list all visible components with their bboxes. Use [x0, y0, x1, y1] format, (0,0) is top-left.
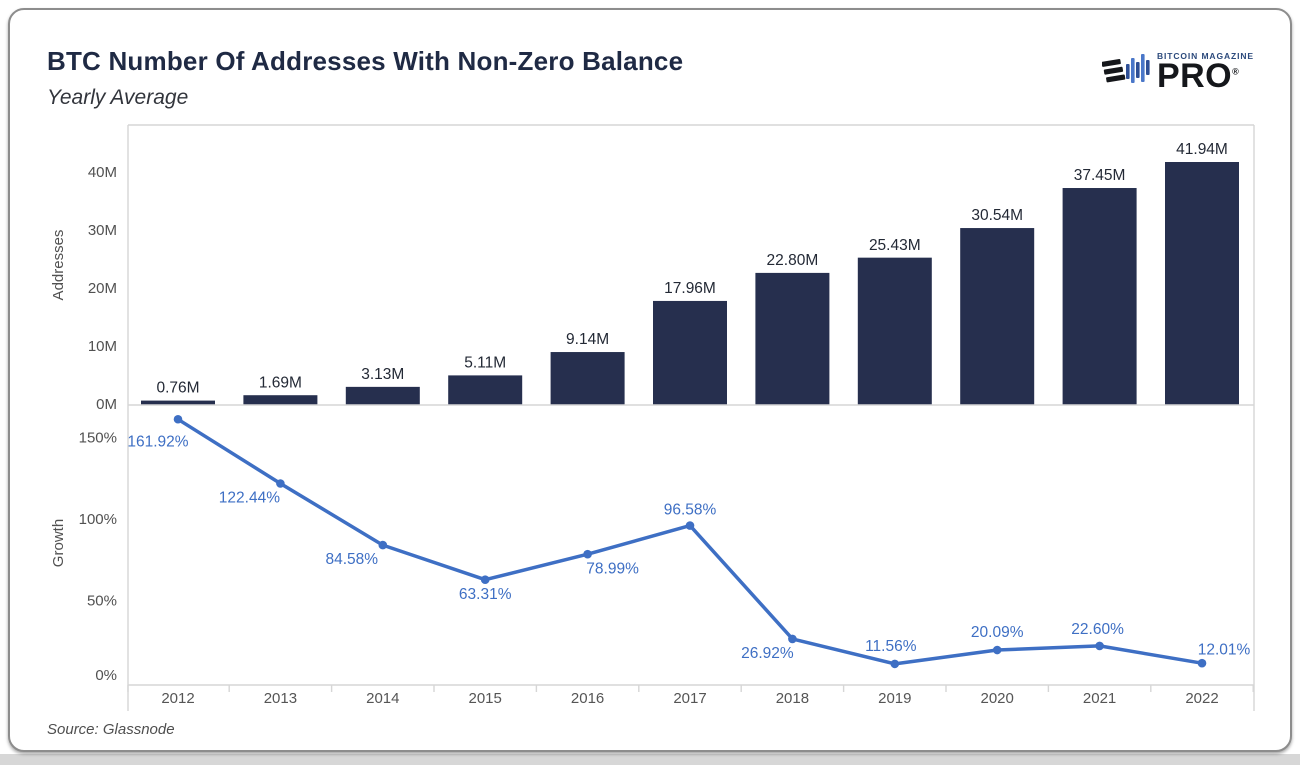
logo-top-text: BITCOIN MAGAZINE	[1156, 51, 1254, 62]
logo-main-text: PRO®	[1157, 59, 1240, 93]
source-note: Source: Glassnode	[47, 721, 175, 738]
logo-text: BITCOIN MAGAZINE PRO®	[1156, 51, 1254, 93]
page-title: BTC Number Of Addresses With Non-Zero Ba…	[47, 46, 684, 76]
equalizer-bars-icon	[1101, 54, 1150, 83]
page-background-strip	[0, 754, 1300, 765]
logo-pro-text: PRO	[1156, 57, 1233, 96]
registered-mark: ®	[1232, 66, 1240, 77]
bitcoin-magazine-pro-logo: BITCOIN MAGAZINE PRO®	[1101, 50, 1254, 93]
dashboard-card: BTC Number Of Addresses With Non-Zero Ba…	[8, 8, 1292, 752]
page-subtitle: Yearly Average	[47, 86, 189, 109]
